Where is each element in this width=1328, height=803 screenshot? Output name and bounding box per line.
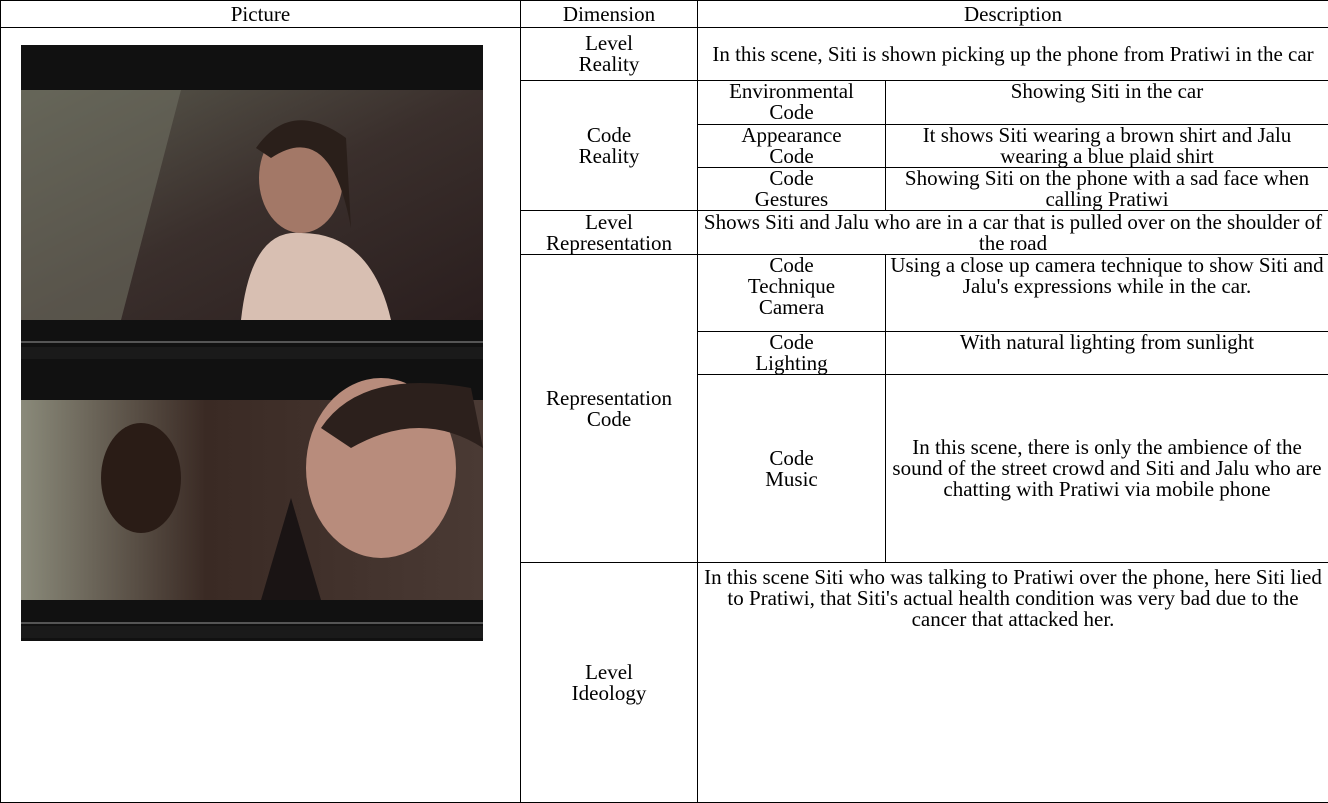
code: Appearance Code	[741, 125, 841, 167]
code: Environmental Code	[729, 81, 854, 123]
description: Shows Siti and Jalu who are in a car tha…	[698, 211, 1328, 255]
code-cell: Appearance Code	[698, 125, 886, 168]
code-cell: Environmental Code	[698, 81, 886, 125]
description: Showing Siti in the car	[886, 81, 1328, 125]
description: Using a close up camera technique to sho…	[886, 255, 1328, 332]
header-row: Picture Dimension Description	[1, 1, 1328, 28]
dimension: Code Reality	[579, 125, 640, 167]
description: With natural lighting from sunlight	[886, 332, 1328, 375]
description: In this scene, Siti is shown picking up …	[698, 28, 1328, 81]
dimension-cell: Representation Code	[521, 255, 698, 563]
header-cell: Picture	[1, 1, 521, 28]
code: Code Music	[765, 448, 818, 490]
description: In this scene Siti who was talking to Pr…	[698, 563, 1328, 803]
dimension: Level Ideology	[572, 662, 647, 704]
code-cell: Code Gestures	[698, 168, 886, 211]
description: Showing Siti on the phone with a sad fac…	[886, 168, 1328, 211]
header-cell: Dimension	[521, 1, 698, 28]
header-cell: Description	[698, 1, 1328, 28]
dimension-cell: Level Ideology	[521, 563, 698, 803]
video-frame	[21, 359, 483, 641]
dimension-cell: Level Representation	[521, 211, 698, 255]
description: In this scene, there is only the ambienc…	[886, 375, 1328, 563]
row: Level Reality In this scene, Siti is sho…	[1, 28, 1328, 81]
video-frame	[21, 45, 483, 359]
dimension-cell: Level Reality	[521, 28, 698, 81]
code: Code Technique Camera	[748, 255, 835, 318]
code-cell: Code Lighting	[698, 332, 886, 375]
dimension-cell: Code Reality	[521, 81, 698, 211]
dimension: Representation Code	[546, 388, 672, 430]
code: Code Lighting	[755, 332, 827, 374]
pictures	[1, 28, 521, 648]
dimension: Level Reality	[579, 33, 640, 75]
description: It shows Siti wearing a brown shirt and …	[886, 125, 1328, 168]
dimension: Level Representation	[546, 212, 672, 254]
code-cell: Code Technique Camera	[698, 255, 886, 332]
code-cell: Code Music	[698, 375, 886, 563]
picture-cell	[1, 28, 521, 803]
code: Code Gestures	[755, 168, 828, 210]
